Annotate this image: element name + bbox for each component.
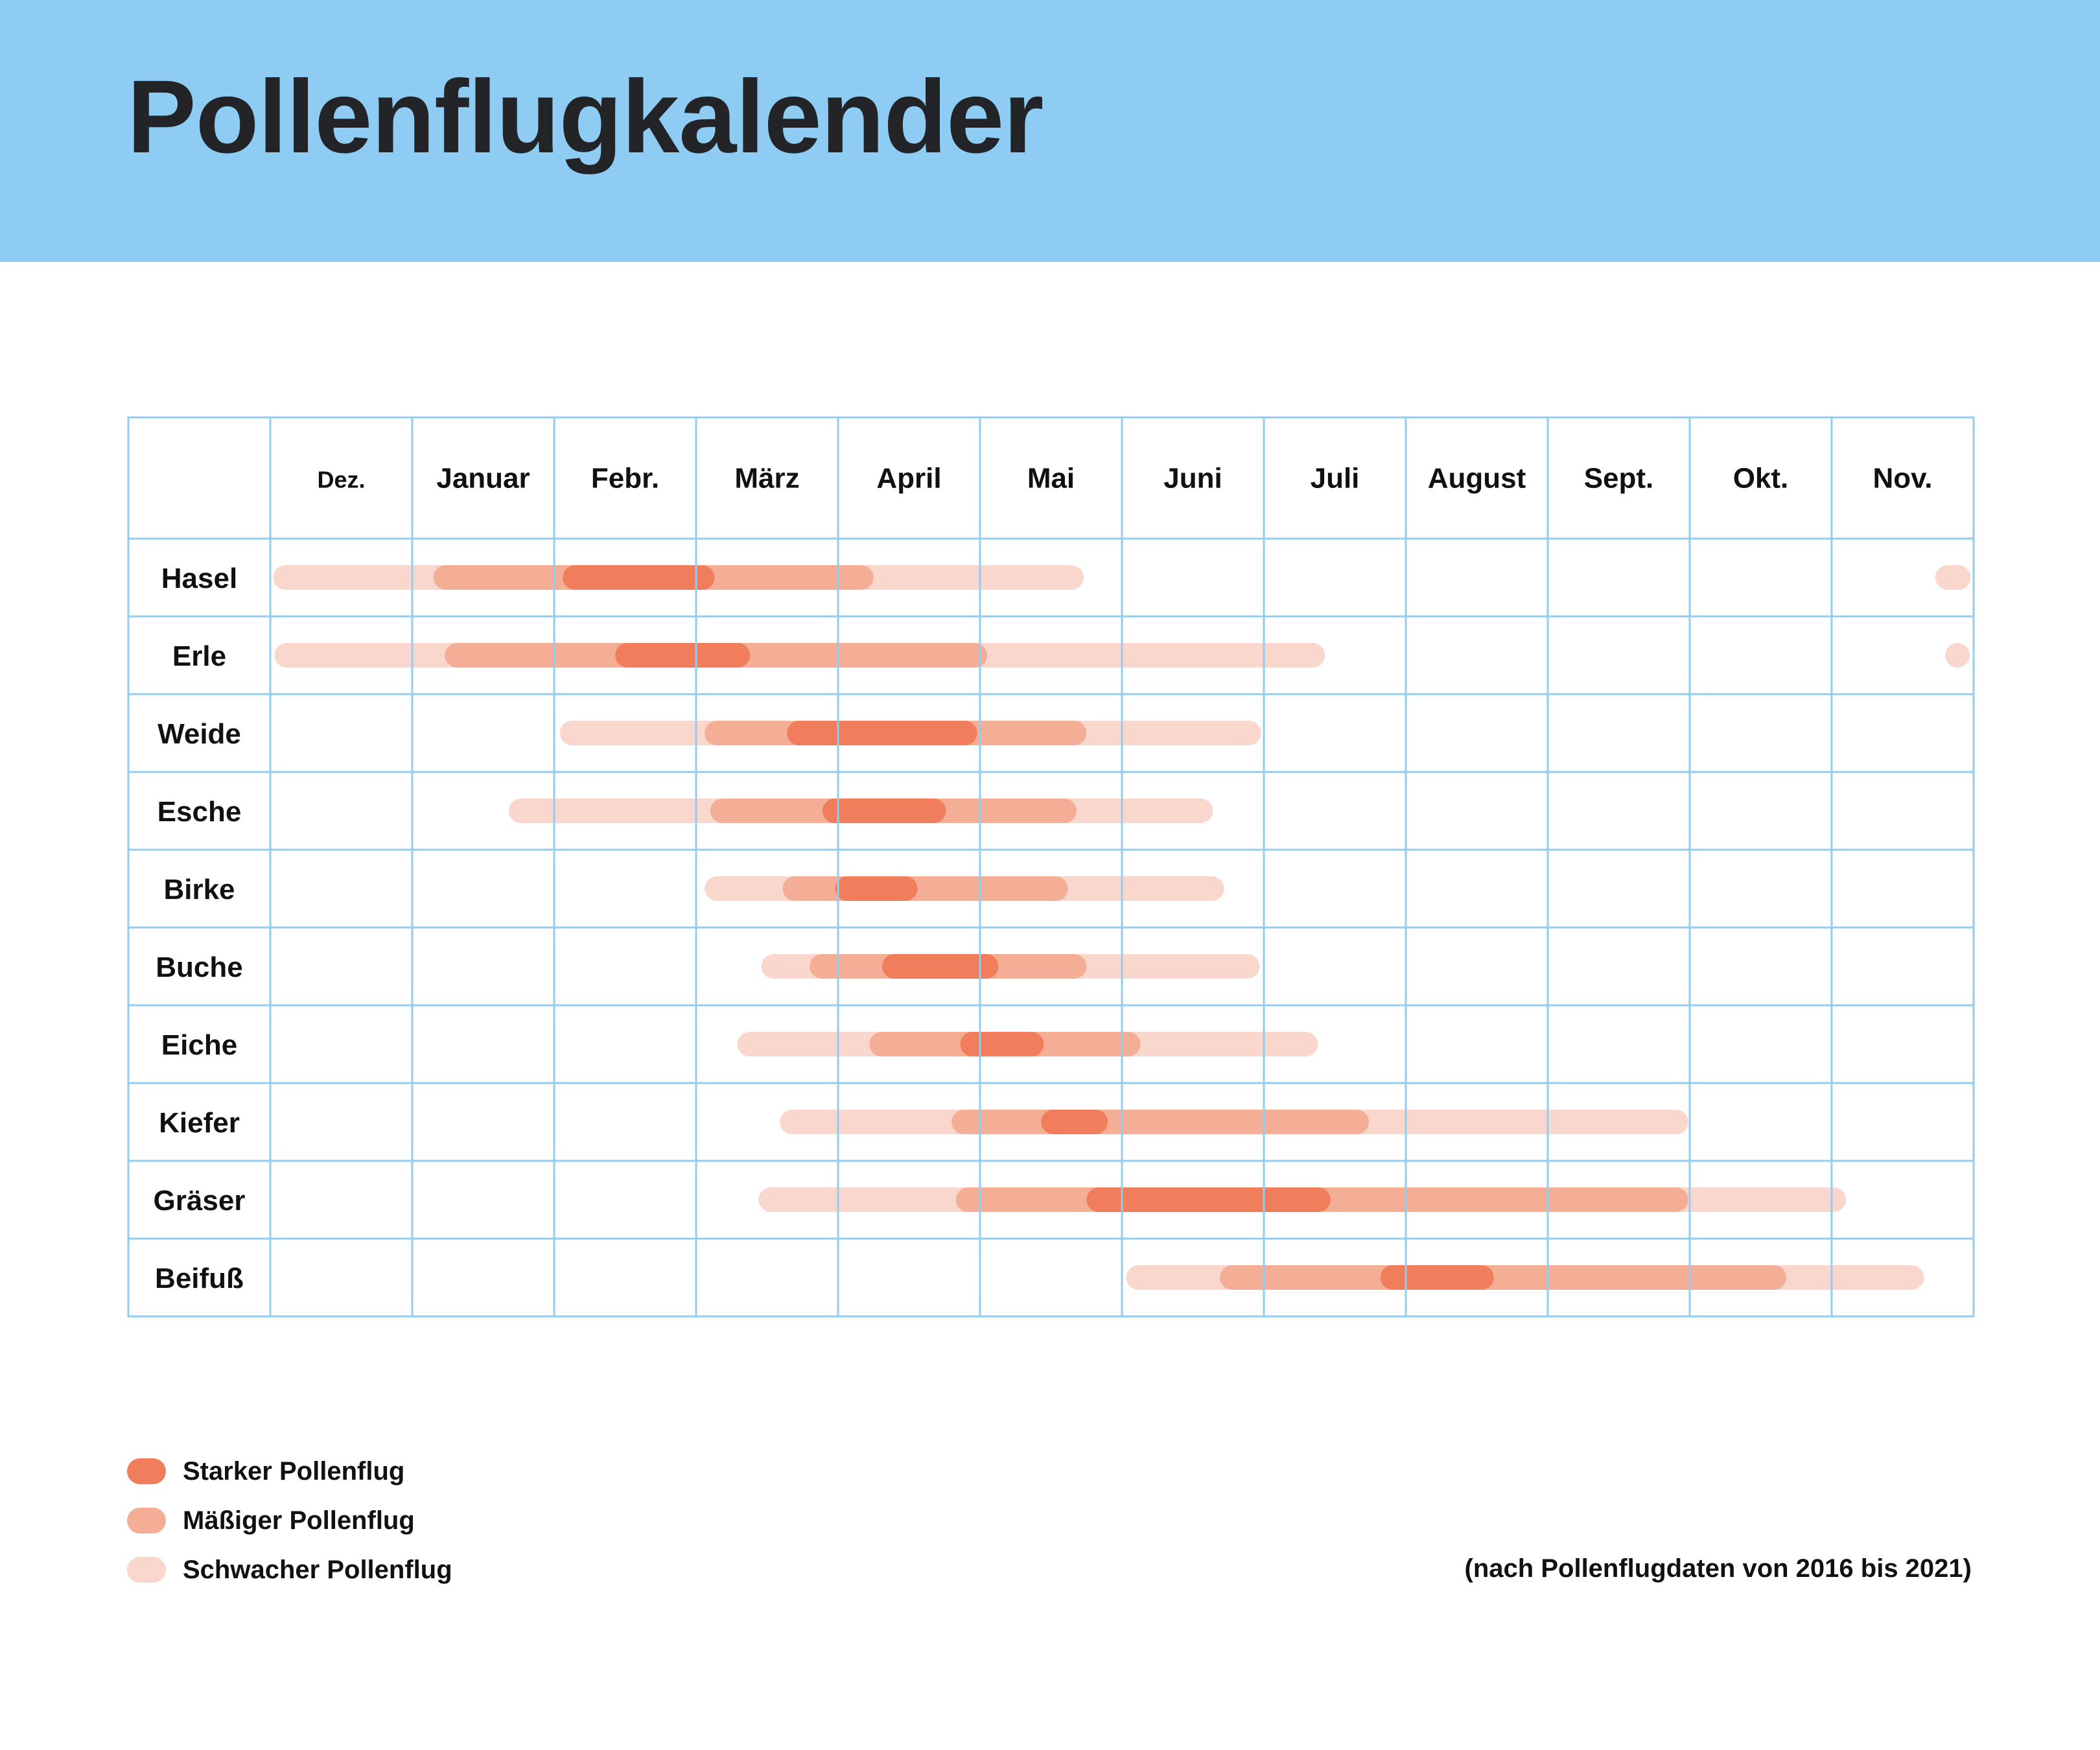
legend-item-stark: Starker Pollenflug xyxy=(127,1452,710,1491)
legend-label-maessig: Mäßiger Pollenflug xyxy=(183,1506,415,1535)
bar-birke-stark xyxy=(835,876,918,901)
row-label-gräser: Gräser xyxy=(154,1185,246,1217)
row-label-beifuß: Beifuß xyxy=(155,1263,244,1294)
legend-swatch-stark xyxy=(127,1458,166,1484)
month-label: Mai xyxy=(1027,463,1075,495)
bar-birke-maessig xyxy=(782,876,1068,901)
row-label-birke: Birke xyxy=(163,874,235,905)
bar-hasel-schwach-1 xyxy=(1935,565,1971,590)
row-label-eiche: Eiche xyxy=(161,1029,237,1061)
bar-kiefer-maessig xyxy=(951,1110,1370,1134)
row-label-buche: Buche xyxy=(156,951,242,983)
data-source-note: (nach Pollenflugdaten von 2016 bis 2021) xyxy=(1464,1554,1972,1583)
bar-erle-schwach-1 xyxy=(1945,643,1970,668)
bar-erle-stark xyxy=(615,643,751,668)
row-label-kiefer: Kiefer xyxy=(159,1107,240,1139)
page-title: Pollenflugkalender xyxy=(127,58,1044,174)
bar-buche-stark xyxy=(881,954,999,979)
month-label: Januar xyxy=(436,463,530,495)
grid-border xyxy=(127,416,1975,1318)
row-label-esche: Esche xyxy=(158,796,242,828)
bar-esche-stark xyxy=(822,799,946,823)
month-label: Nov. xyxy=(1872,463,1932,495)
month-label: August xyxy=(1428,463,1526,495)
bar-hasel-stark xyxy=(563,565,715,590)
bar-weide-stark xyxy=(787,721,977,745)
month-label: April xyxy=(876,463,941,495)
legend-swatch-maessig xyxy=(127,1508,166,1534)
bar-beifuß-stark xyxy=(1380,1265,1494,1290)
bar-gräser-stark xyxy=(1086,1187,1331,1212)
bar-kiefer-stark xyxy=(1041,1110,1108,1134)
row-label-erle: Erle xyxy=(172,640,226,672)
month-label: Juli xyxy=(1311,463,1360,495)
legend-swatch-schwach xyxy=(127,1557,166,1583)
pollen-calendar-chart: Dez. Januar Febr. März April Mai Juni Juli Augus… xyxy=(127,416,1975,1318)
month-label: Dez. xyxy=(317,467,365,493)
legend-item-maessig: Mäßiger Pollenflug xyxy=(127,1501,710,1540)
month-label: Febr. xyxy=(591,463,659,495)
bar-beifuß-maessig xyxy=(1220,1265,1786,1290)
legend-item-schwach: Schwacher Pollenflug xyxy=(127,1550,710,1589)
bar-eiche-stark xyxy=(960,1032,1044,1056)
month-label: Juni xyxy=(1163,463,1222,495)
month-label: Okt. xyxy=(1733,463,1789,495)
legend-label-stark: Starker Pollenflug xyxy=(183,1457,405,1486)
row-label-hasel: Hasel xyxy=(161,563,237,594)
legend-label-schwach: Schwacher Pollenflug xyxy=(183,1556,452,1584)
header-banner: Pollenflugkalender xyxy=(0,0,2100,262)
row-label-weide: Weide xyxy=(158,718,241,750)
month-label: März xyxy=(734,463,799,495)
month-label: Sept. xyxy=(1584,463,1654,495)
